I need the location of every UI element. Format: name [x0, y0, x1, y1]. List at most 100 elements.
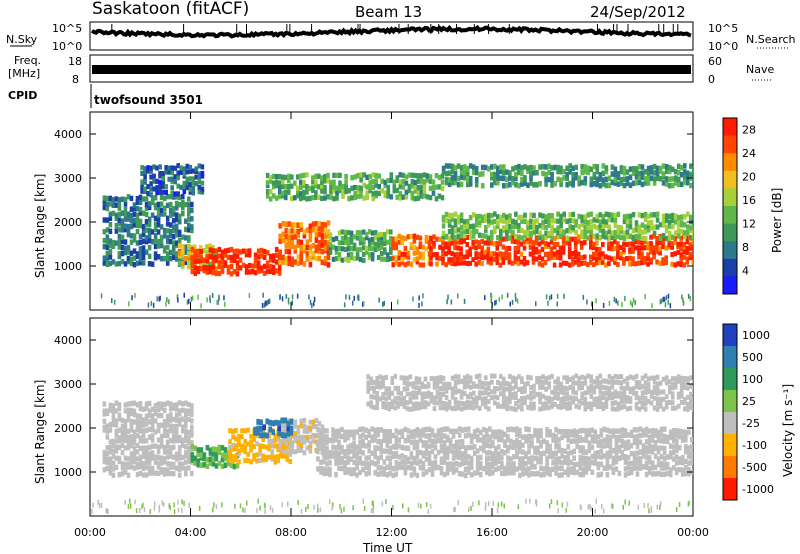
heatmap-cell: [529, 170, 533, 176]
heatmap-cell: [632, 465, 637, 471]
near-range-echo: [550, 499, 553, 505]
heatmap-cell: [613, 259, 617, 265]
heatmap-cell: [462, 164, 467, 170]
heatmap-cell: [184, 244, 188, 250]
heatmap-cell: [456, 163, 461, 169]
near-range-echo: [490, 294, 493, 300]
heatmap-cell: [138, 246, 143, 252]
heatmap-cell: [503, 439, 507, 445]
heatmap-cell: [577, 180, 581, 187]
heatmap-cell: [147, 412, 152, 419]
heatmap-cell: [217, 253, 222, 259]
heatmap-cell: [403, 460, 408, 466]
heatmap-cell: [111, 197, 116, 203]
heatmap-cell: [438, 244, 442, 250]
heatmap-cell: [235, 260, 240, 266]
heatmap-cell: [444, 241, 448, 247]
heatmap-cell: [144, 211, 149, 218]
heatmap-cell: [156, 437, 161, 443]
heatmap-cell: [156, 422, 161, 428]
heatmap-cell: [317, 420, 322, 426]
heatmap-cell: [444, 384, 449, 390]
heatmap-cell: [105, 428, 110, 434]
heatmap-cell: [595, 251, 599, 257]
heatmap-cell: [358, 230, 363, 236]
heatmap-cell: [673, 219, 678, 225]
heatmap-cell: [501, 244, 506, 250]
heatmap-cell: [337, 246, 342, 252]
near-range-echo: [352, 300, 354, 306]
heatmap-cell: [568, 212, 572, 218]
heatmap-cell: [662, 426, 667, 432]
heatmap-cell: [205, 463, 210, 470]
heatmap-cell: [649, 175, 654, 181]
heatmap-cell: [165, 443, 170, 449]
heatmap-cell: [373, 461, 377, 467]
heatmap-cell: [652, 245, 656, 251]
heatmap-cell: [637, 170, 642, 177]
heatmap-cell: [562, 211, 566, 217]
heatmap-cell: [117, 221, 122, 227]
heatmap-cell: [520, 406, 524, 412]
heatmap-cell: [540, 246, 545, 252]
heatmap-cell: [105, 244, 110, 251]
heatmap-cell: [205, 269, 210, 275]
heatmap-cell: [394, 236, 399, 242]
heatmap-cell: [319, 440, 323, 446]
heatmap-cell: [653, 432, 658, 438]
heatmap-cell: [674, 438, 679, 445]
heatmap-cell: [370, 240, 375, 246]
heatmap-cell: [273, 437, 277, 443]
heatmap-cell: [544, 224, 548, 231]
heatmap-cell: [634, 395, 639, 401]
heatmap-cell: [391, 432, 396, 439]
heatmap-cell: [539, 459, 543, 465]
near-range-echo: [545, 294, 548, 300]
heatmap-cell: [402, 380, 407, 386]
heatmap-cell: [326, 245, 331, 251]
heatmap-cell: [567, 247, 572, 253]
heatmap-cell: [350, 195, 354, 201]
heatmap-cell: [634, 174, 639, 180]
heatmap-cell: [390, 380, 395, 386]
heatmap-cell: [511, 385, 515, 391]
heatmap-cell: [640, 259, 644, 265]
heatmap-cell: [417, 385, 422, 391]
heatmap-cell: [147, 201, 152, 207]
near-range-echo: [353, 295, 355, 301]
heatmap-cell: [545, 464, 549, 471]
heatmap-cell: [290, 183, 294, 189]
heatmap-cell: [316, 432, 320, 439]
heatmap-cell: [406, 445, 411, 452]
heatmap-cell: [193, 259, 198, 265]
heatmap-cell: [444, 163, 449, 169]
heatmap-cell: [120, 442, 125, 448]
heatmap-cell: [412, 433, 417, 439]
heatmap-cell: [673, 175, 678, 181]
near-range-echo: [257, 498, 259, 504]
heatmap-cell: [453, 218, 458, 224]
heatmap-cell: [394, 439, 399, 445]
heatmap-cell: [123, 419, 128, 425]
heatmap-cell: [314, 417, 319, 423]
heatmap-cell: [347, 196, 351, 202]
heatmap-cell: [514, 376, 518, 382]
near-range-echo: [420, 503, 422, 509]
near-range-echo: [495, 299, 497, 305]
heatmap-cell: [123, 211, 128, 217]
heatmap-cell: [332, 179, 336, 185]
heatmap-cell: [244, 264, 249, 270]
heatmap-cell: [655, 381, 660, 387]
heatmap-cell: [577, 404, 581, 410]
heatmap-cell: [439, 432, 444, 439]
near-range-echo: [506, 292, 509, 298]
heatmap-cell: [646, 176, 651, 183]
heatmap-cell: [490, 229, 494, 236]
near-range-echo: [622, 504, 624, 510]
heatmap-cell: [271, 253, 276, 259]
heatmap-cell: [468, 404, 473, 410]
heatmap-cell: [589, 374, 594, 380]
heatmap-cell: [613, 393, 618, 399]
heatmap-cell: [465, 234, 469, 240]
heatmap-cell: [176, 170, 180, 176]
